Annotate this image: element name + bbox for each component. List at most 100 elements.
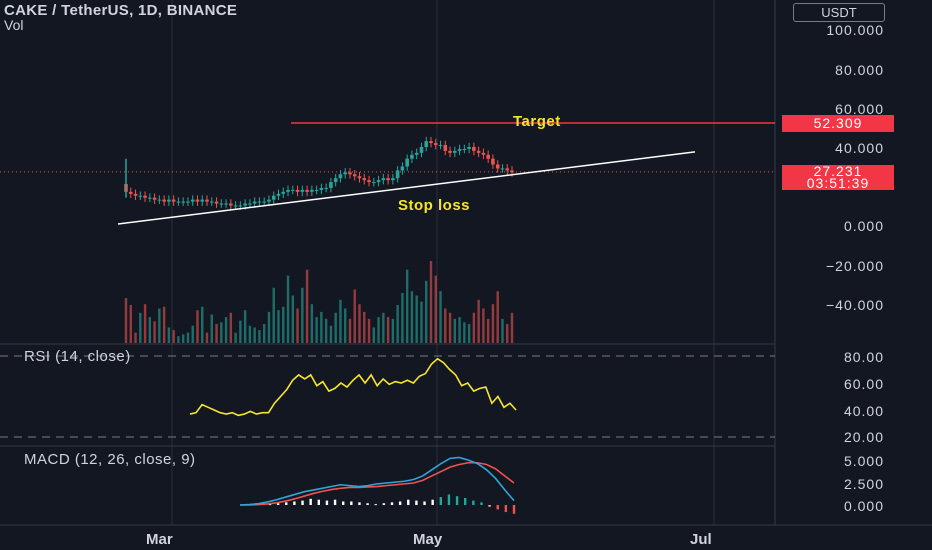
volume-bar — [267, 311, 271, 343]
volume-bar — [410, 291, 414, 343]
candle-body — [148, 197, 152, 199]
candle-body — [300, 189, 305, 192]
macd-histogram-bar — [480, 502, 483, 505]
volume-bar — [158, 308, 161, 343]
volume-bar — [191, 325, 194, 343]
candle-body — [267, 199, 271, 202]
macd-histogram-bar — [285, 502, 288, 505]
macd-histogram-bar — [447, 494, 451, 505]
volume-bar — [415, 295, 418, 343]
macd-histogram-bar — [342, 501, 345, 505]
macd-histogram-bar — [464, 497, 467, 505]
candle-body — [162, 199, 166, 202]
volume-bar — [382, 312, 385, 343]
macd-histogram-bar — [325, 500, 329, 505]
support-trendline — [117, 151, 696, 225]
candle-body — [319, 187, 324, 190]
candle-body — [410, 154, 414, 159]
volume-bar — [501, 318, 504, 343]
volume-bar — [377, 317, 380, 343]
candle-body — [338, 174, 343, 179]
volume-bar — [491, 304, 495, 343]
candle-body — [495, 164, 500, 169]
macd-histogram-bar — [390, 502, 394, 505]
volume-bar — [320, 311, 323, 343]
candle-body — [195, 199, 200, 202]
candle-body — [181, 201, 185, 203]
macd-histogram-bar — [350, 501, 353, 505]
macd-histogram-bar — [504, 505, 508, 513]
volume-bar — [177, 336, 180, 343]
candle-body — [281, 191, 286, 194]
macd-histogram-bar — [309, 498, 312, 505]
macd-histogram-bar — [398, 501, 402, 505]
candle-body — [167, 199, 171, 202]
volume-bar — [425, 280, 428, 343]
candle-body — [290, 189, 295, 191]
macd-histogram-bar — [455, 496, 459, 505]
volume-bar — [205, 332, 209, 343]
target-annotation: Target — [513, 113, 561, 130]
volume-bar — [310, 304, 314, 343]
currency-button[interactable]: USDT — [793, 3, 885, 22]
candle-body — [405, 158, 409, 167]
candle-body — [295, 189, 300, 192]
candle-body — [176, 201, 181, 203]
volume-bar — [434, 275, 437, 343]
volume-bar — [315, 317, 318, 343]
macd-histogram-bar — [333, 499, 337, 505]
candle-body — [171, 199, 176, 202]
volume-bar — [405, 269, 409, 343]
symbol-title: CAKE / TetherUS, 1D, BINANCE — [4, 2, 238, 19]
volume-bar — [253, 327, 256, 343]
price-tick: 80.000 — [835, 62, 884, 78]
candle-body — [362, 178, 367, 181]
macd-histogram-bar — [431, 499, 434, 505]
candle-body — [400, 166, 405, 171]
macd-histogram-bar — [358, 502, 361, 505]
volume-bar — [482, 308, 485, 343]
candle-body — [324, 187, 328, 189]
volume-bar — [291, 295, 294, 343]
candle-body — [329, 182, 333, 188]
candle-body — [357, 176, 362, 179]
candle-body — [286, 189, 290, 192]
time-tick: Jul — [690, 531, 712, 548]
macd-histogram-bar — [415, 500, 418, 505]
volume-bar — [367, 318, 371, 343]
candle-body — [395, 170, 400, 179]
volume-bar — [353, 289, 356, 343]
volume-bar — [139, 312, 142, 343]
candle-body — [229, 203, 233, 206]
candle-body — [133, 193, 138, 196]
candle-body — [476, 150, 481, 153]
target-price-tag: 52.309 — [782, 115, 894, 132]
macd-histogram-bar — [366, 503, 369, 505]
candle-body — [248, 203, 252, 205]
volume-bar — [467, 324, 471, 343]
macd-tick: 2.500 — [843, 476, 884, 492]
macd-label: MACD (12, 26, close, 9) — [24, 451, 196, 468]
candle-body — [481, 152, 486, 155]
candle-body — [376, 180, 381, 183]
volume-bar — [134, 332, 137, 343]
volume-bar — [220, 322, 223, 343]
volume-bar — [172, 330, 175, 343]
candle-body — [367, 180, 371, 183]
candle-body — [386, 178, 390, 181]
candle-body — [209, 201, 214, 203]
candle-body — [186, 201, 190, 203]
volume-bar — [339, 299, 342, 343]
rsi-tick: 20.00 — [843, 429, 884, 445]
macd-histogram-bar — [301, 500, 304, 505]
macd-histogram-bar — [423, 501, 426, 505]
macd-histogram-bar — [488, 505, 491, 507]
volume-bar — [348, 318, 352, 343]
volume-bar — [148, 317, 152, 343]
macd-histogram-bar — [472, 500, 475, 505]
volume-bar — [510, 312, 514, 343]
price-tick: 100.000 — [826, 22, 884, 38]
candle-body — [472, 147, 476, 151]
volume-bar — [196, 310, 199, 343]
